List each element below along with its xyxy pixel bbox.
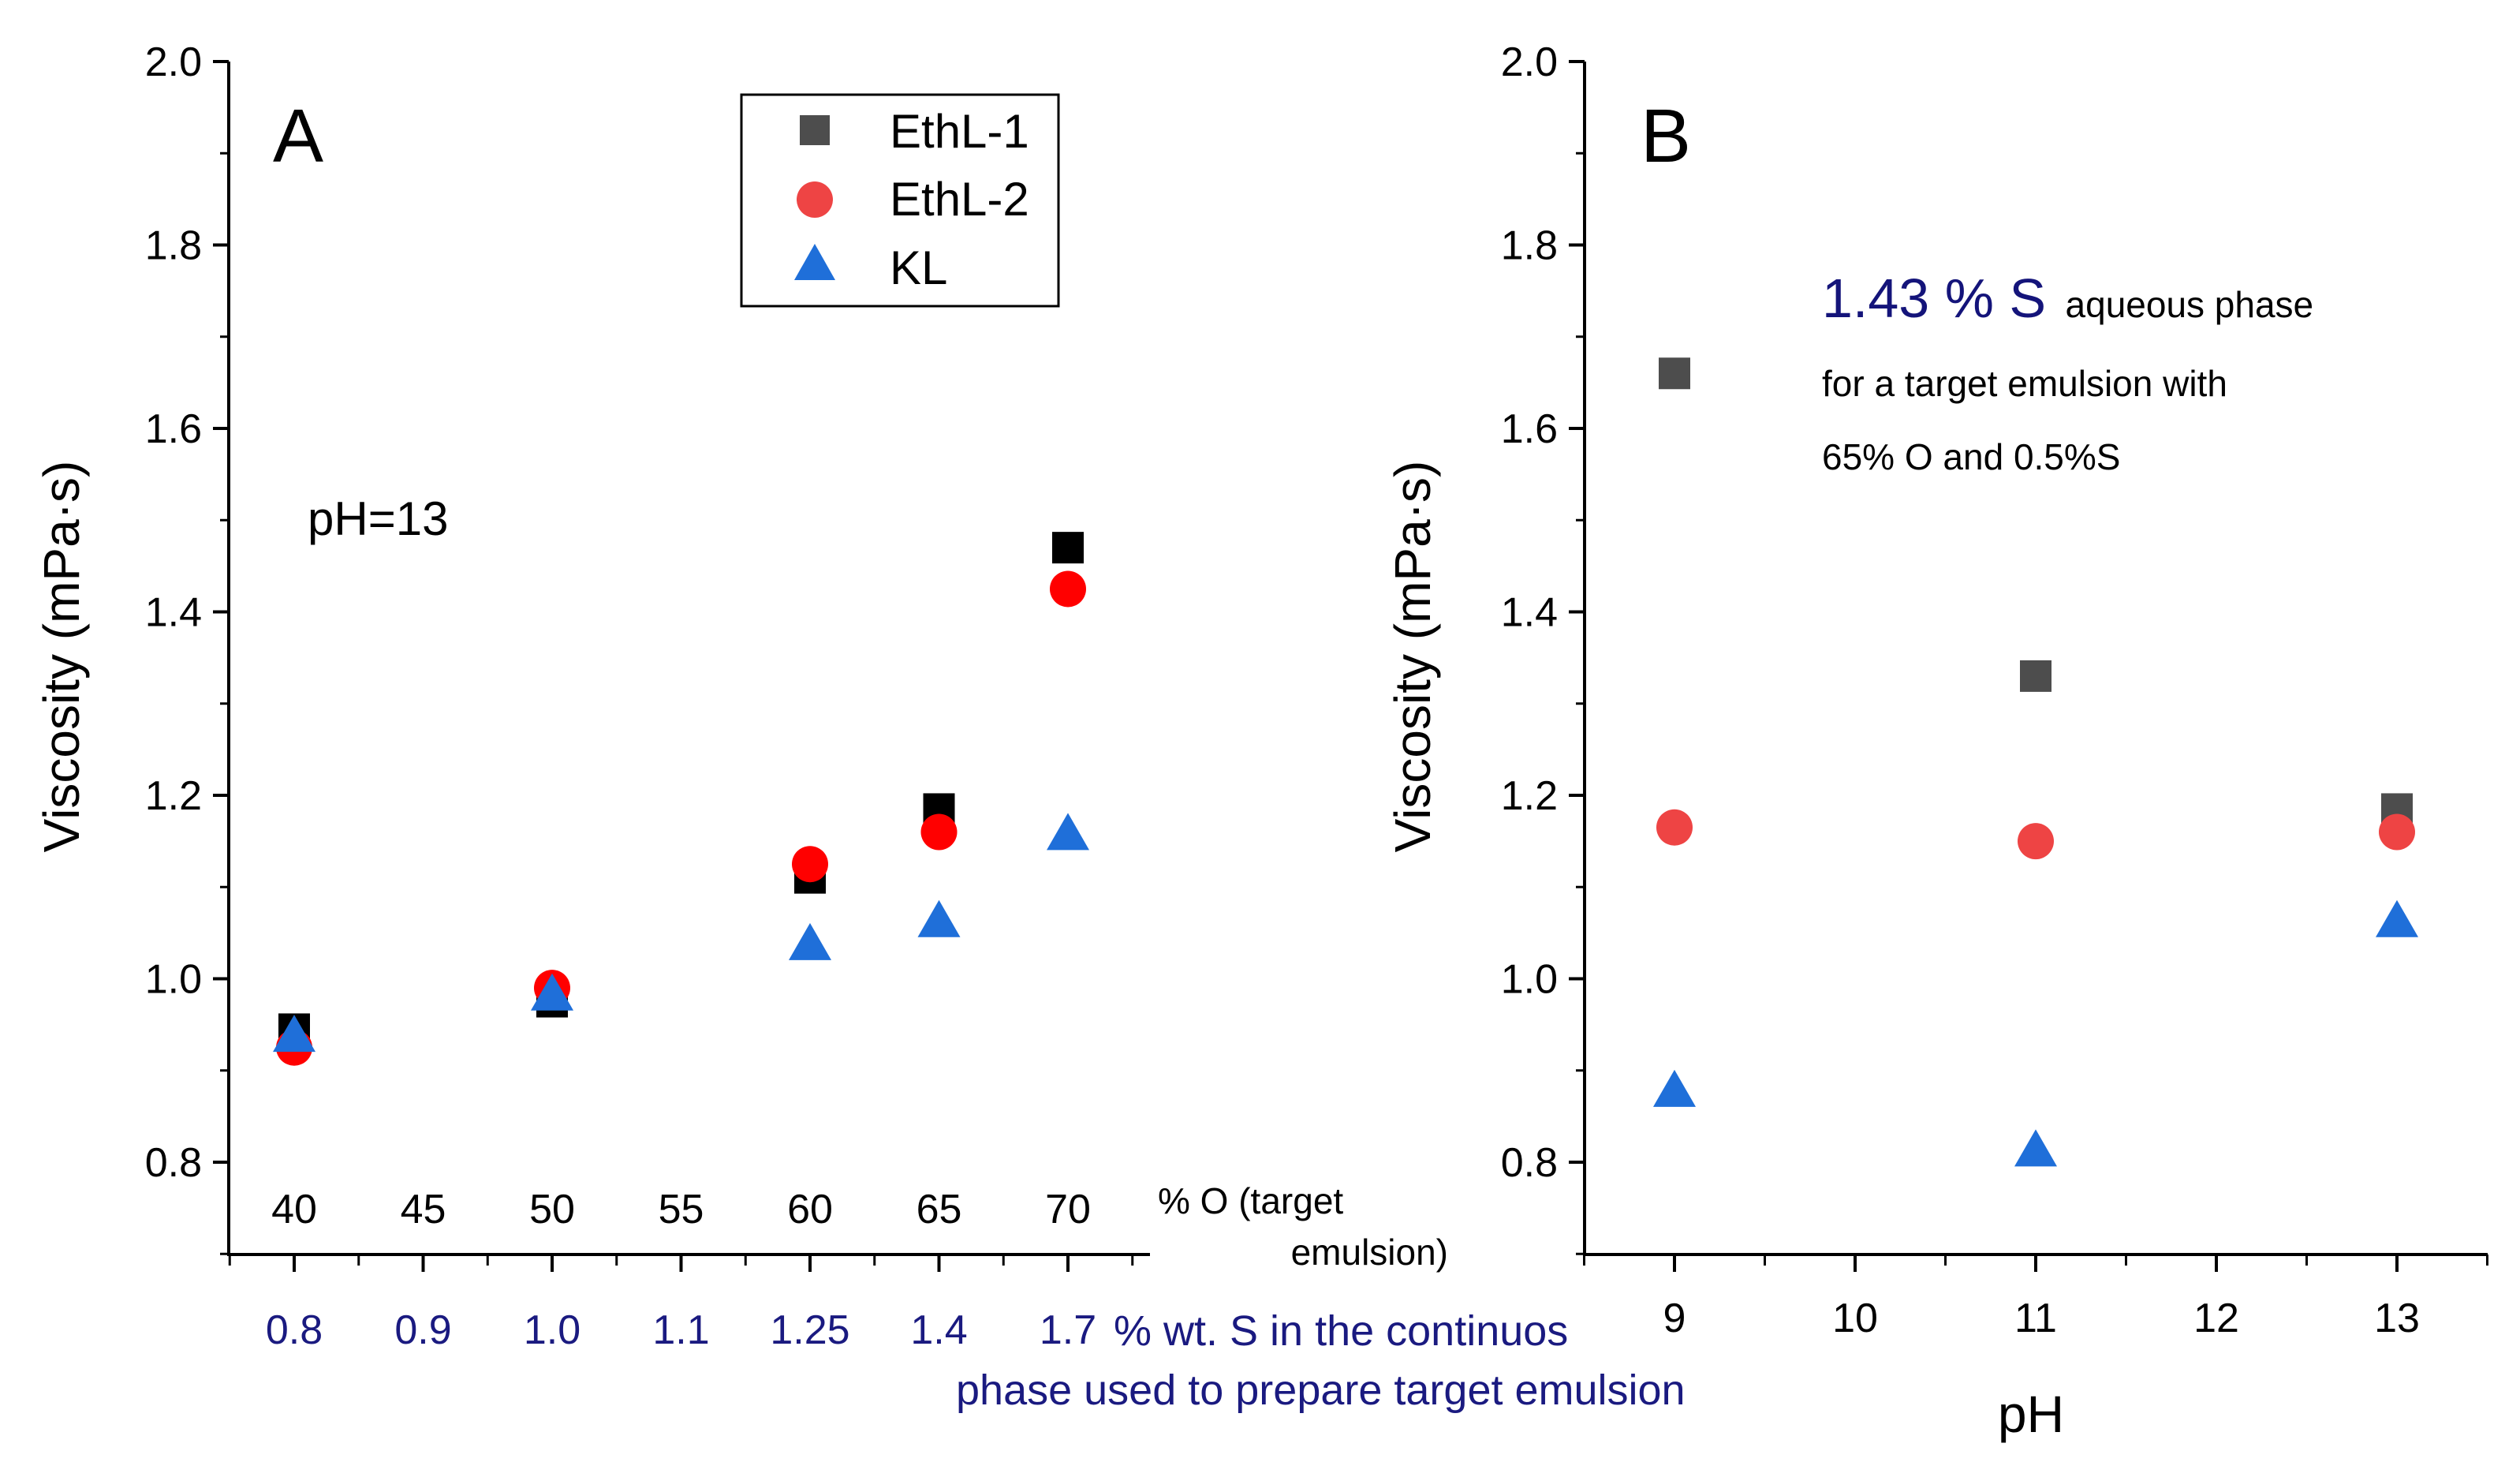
panel-b-y-tick-label: 0.8 xyxy=(1501,1140,1558,1186)
panel-a-secondary-x-label-line2: emulsion) xyxy=(1291,1232,1448,1273)
panel-b-x-tick-label: 13 xyxy=(2374,1296,2420,1341)
panel-a-secondary-x-label-line1: % O (target xyxy=(1158,1180,1343,1221)
panel-a-y-tick-label: 1.6 xyxy=(145,406,202,452)
panel-a-y-tick-label: 0.8 xyxy=(145,1140,202,1186)
panel-b-x-tick-label: 9 xyxy=(1663,1296,1686,1341)
panel-b-y-tick-label: 2.0 xyxy=(1501,39,1558,85)
panel-b-y-tick-label: 1.8 xyxy=(1501,223,1558,269)
panel-b-y-tick-label: 1.2 xyxy=(1501,773,1558,819)
legend-marker-ethl1 xyxy=(800,115,830,145)
panel-a-x-tick-label: 1.0 xyxy=(524,1307,581,1353)
panel-b-point-kl xyxy=(1653,1069,1696,1107)
panel-a-secondary-x-tick-label: 45 xyxy=(401,1187,446,1232)
panel-a-secondary-x-tick-label: 65 xyxy=(917,1187,962,1232)
panel-a-y-ticks: 2.0 1.8 1.6 1.4 1.2 1.0 0.8 xyxy=(145,39,229,1255)
panel-b-annotation-line2: for a target emulsion with xyxy=(1822,363,2227,404)
panel-b-x-tick-label: 10 xyxy=(1832,1296,1878,1341)
panel-a-y-tick-label: 1.2 xyxy=(145,773,202,819)
panel-b: 2.0 1.8 1.6 1.4 1.2 1.0 0.8 9 10 11 12 13 B Viscos… xyxy=(1384,39,2488,1443)
panel-a-point-ethl2 xyxy=(920,813,958,851)
panel-b-x-tick-label: 12 xyxy=(2193,1296,2239,1341)
panel-b-point-ethl2 xyxy=(2379,813,2415,851)
panel-a-x-tick-label: 1.25 xyxy=(770,1307,849,1353)
panel-b-annotation-line1: 1.43 % S aqueous phase xyxy=(1822,267,2313,329)
legend-box xyxy=(740,93,1060,308)
panel-a-y-label: Viscosity (mPa·s) xyxy=(33,461,90,853)
panel-b-point-ethl2 xyxy=(2018,823,2054,860)
panel-a-point-kl xyxy=(273,1015,315,1053)
panel-b-annotation-phase: aqueous phase xyxy=(2066,284,2314,325)
panel-a-label: A xyxy=(273,94,323,178)
legend-marker-kl xyxy=(794,244,835,280)
panel-a-y-tick-label: 2.0 xyxy=(145,39,202,85)
panel-a-ph-annotation: pH=13 xyxy=(308,492,448,545)
legend-label-ethl1: EthL-1 xyxy=(890,105,1029,158)
legend-label-kl: KL xyxy=(890,241,947,294)
legend-label-ethl2: EthL-2 xyxy=(890,173,1029,226)
panel-a-secondary-x-tick-label: 70 xyxy=(1045,1187,1091,1232)
panel-b-point-kl xyxy=(2014,1129,2057,1167)
panel-a-y-tick-label: 1.4 xyxy=(145,590,202,636)
panel-a-point-kl xyxy=(917,899,961,937)
panel-a-x-tick-label: 1.4 xyxy=(910,1307,967,1353)
panel-b-annotation-concentration: 1.43 % S xyxy=(1822,267,2046,329)
panel-b-y-tick-label: 1.4 xyxy=(1501,590,1558,636)
panel-a-x-tick-label: 0.9 xyxy=(394,1307,451,1353)
panel-a-point-ethl1 xyxy=(1052,532,1084,564)
panel-a-point-kl xyxy=(1047,813,1089,851)
panel-a-x-label-line2: phase used to prepare target emulsion xyxy=(956,1367,1686,1414)
panel-b-point-ethl1 xyxy=(2020,660,2051,692)
panel-b-label: B xyxy=(1641,94,1691,178)
panel-a-secondary-x-tick-label: 40 xyxy=(271,1187,317,1232)
panel-b-y-label: Viscosity (mPa·s) xyxy=(1384,461,1441,853)
panel-a-point-kl xyxy=(789,922,831,960)
panel-b-point-ethl2 xyxy=(1656,809,1693,846)
panel-b-y-tick-label: 1.6 xyxy=(1501,406,1558,452)
panel-a-point-ethl2 xyxy=(1050,570,1086,608)
panel-b-point-ethl1 xyxy=(1659,357,1690,390)
panel-a-x-ticks: 0.8 40 0.9 45 1.0 50 1.1 55 1.25 60 1.4 65 1.7 70 xyxy=(228,1187,1134,1353)
panel-b-annotation-line3: 65% O and 0.5%S xyxy=(1822,436,2120,477)
panel-b-y-tick-label: 1.0 xyxy=(1501,957,1558,1003)
panel-b-y-ticks: 2.0 1.8 1.6 1.4 1.2 1.0 0.8 xyxy=(1501,39,1585,1255)
panel-b-x-label: pH xyxy=(1998,1385,2064,1443)
legend-marker-ethl2 xyxy=(797,181,833,218)
panel-b-x-tick-label: 11 xyxy=(2014,1296,2057,1341)
panel-a: 2.0 1.8 1.6 1.4 1.2 1.0 0.8 0.8 40 0.9 45 1.0 50 1.1… xyxy=(33,39,1686,1414)
panel-b-point-kl xyxy=(2376,899,2418,937)
panel-a-points xyxy=(273,532,1089,1066)
panel-b-x-ticks: 9 10 11 12 13 xyxy=(1583,1255,2488,1341)
panel-a-secondary-x-tick-label: 50 xyxy=(529,1187,575,1232)
panel-a-y-tick-label: 1.0 xyxy=(145,957,202,1003)
panel-b-points xyxy=(1653,357,2418,1167)
panel-a-x-label-line1: % wt. S in the continuos xyxy=(1114,1307,1568,1355)
panel-a-point-ethl2 xyxy=(792,846,828,883)
panel-a-x-tick-label: 1.1 xyxy=(652,1307,709,1353)
panel-a-x-tick-label: 0.8 xyxy=(266,1307,323,1353)
panel-a-x-tick-label: 1.7 xyxy=(1040,1307,1096,1353)
panel-a-secondary-x-tick-label: 60 xyxy=(787,1187,833,1232)
legend: EthL-1 EthL-2 KL xyxy=(740,93,1060,308)
panel-a-point-kl xyxy=(531,973,573,1011)
panel-a-y-tick-label: 1.8 xyxy=(145,223,202,269)
panel-a-secondary-x-tick-label: 55 xyxy=(659,1187,704,1232)
